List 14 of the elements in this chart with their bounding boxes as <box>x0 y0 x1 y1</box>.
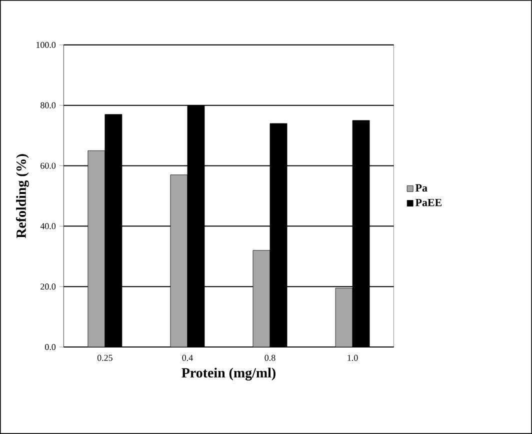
y-tick-label: 40.0 <box>40 223 56 230</box>
x-axis-title: Protein (mg/ml) <box>182 368 276 381</box>
x-tick-label: 1.0 <box>348 354 358 361</box>
legend-label: PaEE <box>415 198 442 206</box>
y-tick-label: 20.0 <box>40 284 56 290</box>
x-tick-label: 0.8 <box>264 354 276 361</box>
y-axis-title: Refolding (%) <box>16 154 29 238</box>
y-tick-label: 100.0 <box>36 42 56 48</box>
y-tick-label: 80.0 <box>40 102 56 108</box>
legend-label: Pa <box>415 184 428 192</box>
y-tick-label: 60.0 <box>40 162 56 169</box>
y-tick-label: 0.0 <box>45 344 56 350</box>
x-tick-label: 0.25 <box>97 354 112 361</box>
x-tick-label: 0.4 <box>182 354 193 361</box>
